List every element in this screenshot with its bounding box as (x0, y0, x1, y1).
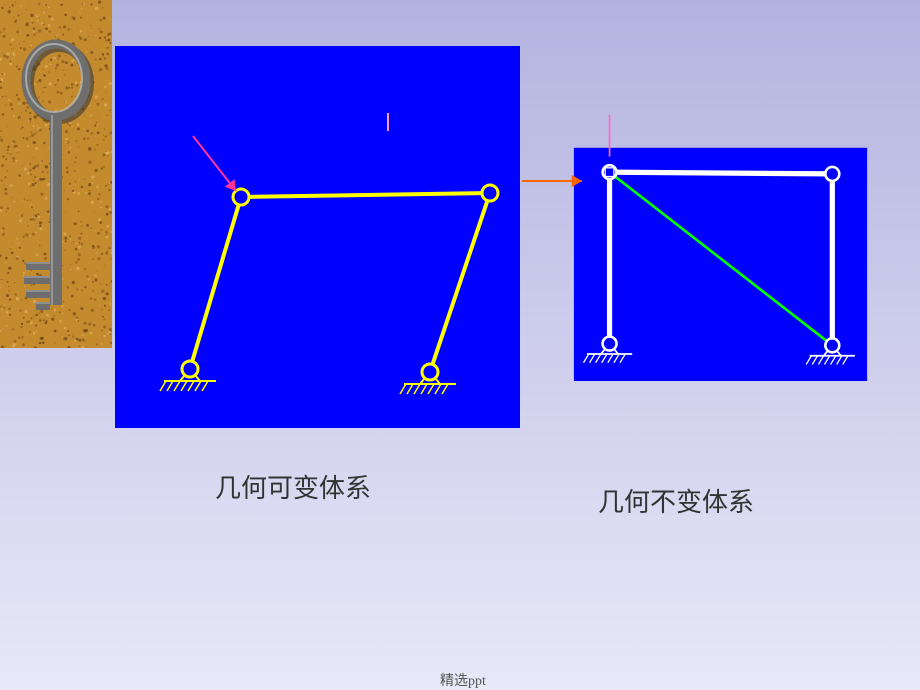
caption-right: 几何不变体系 (598, 482, 754, 519)
diagram-left (115, 46, 520, 428)
sidebar-photo (0, 0, 112, 348)
caption-left: 几何可变体系 (215, 468, 371, 505)
footer-text: 精选ppt (440, 670, 486, 690)
diagram-right (552, 113, 889, 381)
